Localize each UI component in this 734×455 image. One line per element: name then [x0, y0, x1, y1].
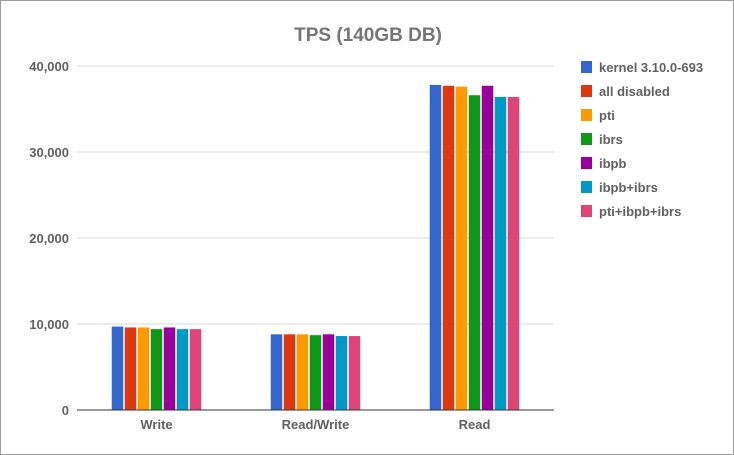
legend-label: ibrs [599, 132, 623, 147]
bar-write-0 [111, 326, 124, 410]
legend-label: kernel 3.10.0-693 [599, 60, 703, 75]
bar-read-write-3 [309, 335, 322, 410]
x-category-label: Write [140, 417, 172, 432]
bar-read-write-1 [283, 334, 296, 410]
y-tick-label: 30,000 [29, 145, 69, 160]
y-tick-label: 20,000 [29, 231, 69, 246]
x-axis-categories: Write Read/Write Read [140, 417, 490, 432]
y-tick-label: 10,000 [29, 317, 69, 332]
bar-read-2 [455, 86, 468, 410]
legend-item: ibpb+ibrs [581, 180, 658, 195]
legend-label: ibpb [599, 156, 626, 171]
chart-title: TPS (140GB DB) [294, 25, 442, 46]
legend-label: ibpb+ibrs [599, 180, 658, 195]
legend-item: ibpb [581, 156, 626, 171]
bar-read-3 [468, 95, 481, 411]
bar-write-1 [124, 327, 137, 410]
legend-label: all disabled [599, 84, 670, 99]
legend-item: ibrs [581, 132, 623, 147]
bar-read-4 [481, 85, 494, 410]
legend-swatch [581, 205, 592, 217]
legend-swatch [581, 61, 592, 73]
y-tick-label: 0 [62, 403, 69, 418]
bar-read-1 [442, 85, 455, 410]
bar-read-write-0 [270, 334, 283, 410]
legend-item: all disabled [581, 84, 670, 99]
bar-write-3 [150, 329, 163, 410]
bar-read-write-4 [322, 334, 335, 410]
bar-read-5 [494, 96, 507, 411]
bar-read-write-2 [296, 334, 309, 410]
legend-swatch [581, 157, 592, 169]
bar-read-6 [507, 96, 520, 411]
legend-swatch [581, 181, 592, 193]
x-category-label: Read [459, 417, 491, 432]
legend-swatch [581, 133, 592, 145]
legend-item: kernel 3.10.0-693 [581, 60, 703, 75]
legend-swatch [581, 109, 592, 121]
legend-item: pti [581, 108, 615, 123]
bar-read-write-6 [348, 336, 361, 410]
bar-write-6 [189, 329, 202, 410]
y-axis-ticks: 0 10,000 20,000 30,000 40,000 [29, 59, 69, 418]
legend-swatch [581, 85, 592, 97]
x-category-label: Read/Write [282, 417, 350, 432]
legend-item: pti+ibpb+ibrs [581, 204, 681, 219]
bars [111, 84, 520, 411]
bar-read-write-5 [335, 336, 348, 410]
legend-label: pti [599, 108, 615, 123]
legend: kernel 3.10.0-693 all disabled pti ibrs ibpb… [581, 60, 703, 219]
bar-write-2 [137, 327, 150, 410]
bar-write-5 [176, 329, 189, 410]
bar-read-0 [429, 84, 442, 411]
y-tick-label: 40,000 [29, 59, 69, 74]
legend-label: pti+ibpb+ibrs [599, 204, 681, 219]
bar-write-4 [163, 327, 176, 410]
